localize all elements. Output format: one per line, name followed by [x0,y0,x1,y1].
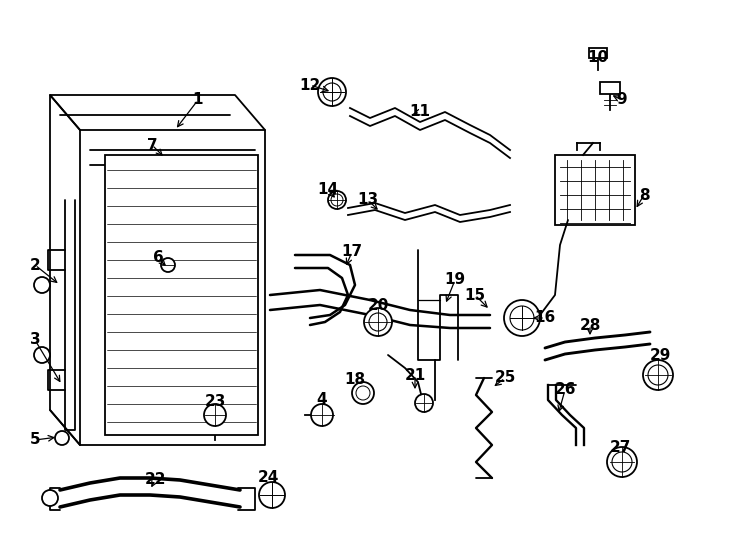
Circle shape [504,300,540,336]
Text: 13: 13 [357,192,379,207]
Circle shape [34,277,50,293]
Text: 25: 25 [494,370,516,386]
Text: 1: 1 [193,92,203,107]
Text: 7: 7 [147,138,157,152]
Text: 12: 12 [299,78,321,92]
Text: 29: 29 [650,348,671,362]
Circle shape [318,78,346,106]
Text: 20: 20 [367,298,389,313]
Polygon shape [105,155,258,435]
Bar [600,82,620,94]
Circle shape [607,447,637,477]
Text: 15: 15 [465,287,486,302]
Circle shape [643,360,673,390]
Text: 16: 16 [534,310,556,326]
Polygon shape [80,130,265,445]
Text: 18: 18 [344,373,366,388]
Text: 8: 8 [639,187,650,202]
Bar [589,48,607,58]
Text: 10: 10 [587,51,608,65]
Circle shape [259,482,285,508]
Circle shape [364,308,392,336]
Text: 9: 9 [617,92,628,107]
Text: 3: 3 [29,333,40,348]
Circle shape [42,490,58,506]
Circle shape [161,258,175,272]
Text: 11: 11 [410,105,431,119]
Text: 17: 17 [341,245,363,260]
Text: 2: 2 [29,258,40,273]
Text: 14: 14 [317,183,338,198]
Text: 19: 19 [445,273,465,287]
Text: 5: 5 [29,433,40,448]
Text: 28: 28 [579,318,600,333]
Text: 24: 24 [258,470,279,485]
Text: 6: 6 [153,251,164,266]
Text: 23: 23 [204,395,225,409]
Circle shape [204,404,226,426]
Circle shape [311,404,333,426]
Circle shape [352,382,374,404]
Text: 21: 21 [404,368,426,382]
Circle shape [34,347,50,363]
Text: 26: 26 [554,382,575,397]
Text: 4: 4 [316,393,327,408]
Bar [555,155,635,225]
Circle shape [415,394,433,412]
Text: 22: 22 [145,472,166,488]
Text: 27: 27 [609,441,631,456]
Circle shape [328,191,346,209]
Circle shape [55,431,69,445]
